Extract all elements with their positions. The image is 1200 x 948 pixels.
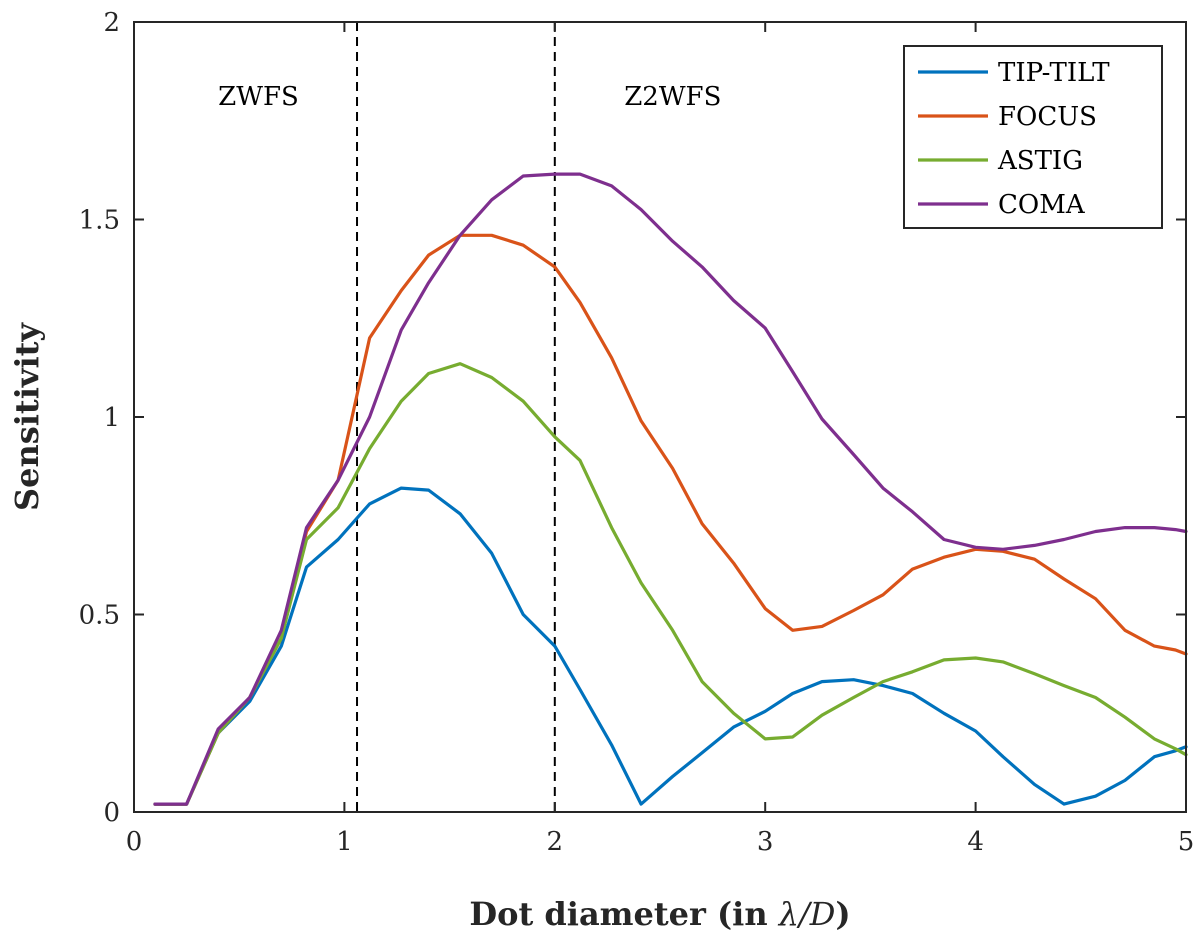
legend-box [903,45,1163,229]
legend-label-coma: COMA [998,190,1086,220]
x-tick-label: 1 [336,827,353,857]
axes: 0 1 2 3 4 5 0 0.5 1 1.5 2 [79,8,1195,857]
y-axis-title: Sensitivity [8,322,46,511]
y-tick-label: 1.5 [79,206,120,236]
series-line-tip-tilt [153,486,1188,806]
x-tick-label: 2 [547,827,564,857]
y-tick-label: 2 [103,8,120,38]
series-line-astig [153,362,1188,806]
y-tick-label: 1 [103,403,120,433]
legend: TIP-TILT FOCUS ASTIG COMA [903,45,1163,229]
series-line-coma [153,172,1188,806]
x-axis-title-math: λ/D [777,895,836,933]
x-tick-label: 0 [126,827,143,857]
x-tick-label: 4 [967,827,984,857]
legend-label-focus: FOCUS [998,102,1097,132]
series-lines [153,172,1188,806]
y-tick-label: 0.5 [79,601,120,631]
dashed-divider-lines [356,22,556,812]
legend-label-astig: ASTIG [997,146,1083,176]
annotation-zwfs: ZWFS [218,82,299,112]
annotation-z2wfs: Z2WFS [624,82,721,112]
legend-label-tip-tilt: TIP-TILT [998,58,1110,88]
y-tick-label: 0 [103,798,120,828]
x-tick-label: 3 [757,827,774,857]
x-axis-title-main: Dot diameter (in [469,895,778,933]
x-axis-title-close: ) [835,895,850,933]
x-tick-label: 5 [1178,827,1195,857]
region-annotations: ZWFS Z2WFS [218,82,721,112]
x-axis-title: Dot diameter (in λ/D) [469,895,850,933]
